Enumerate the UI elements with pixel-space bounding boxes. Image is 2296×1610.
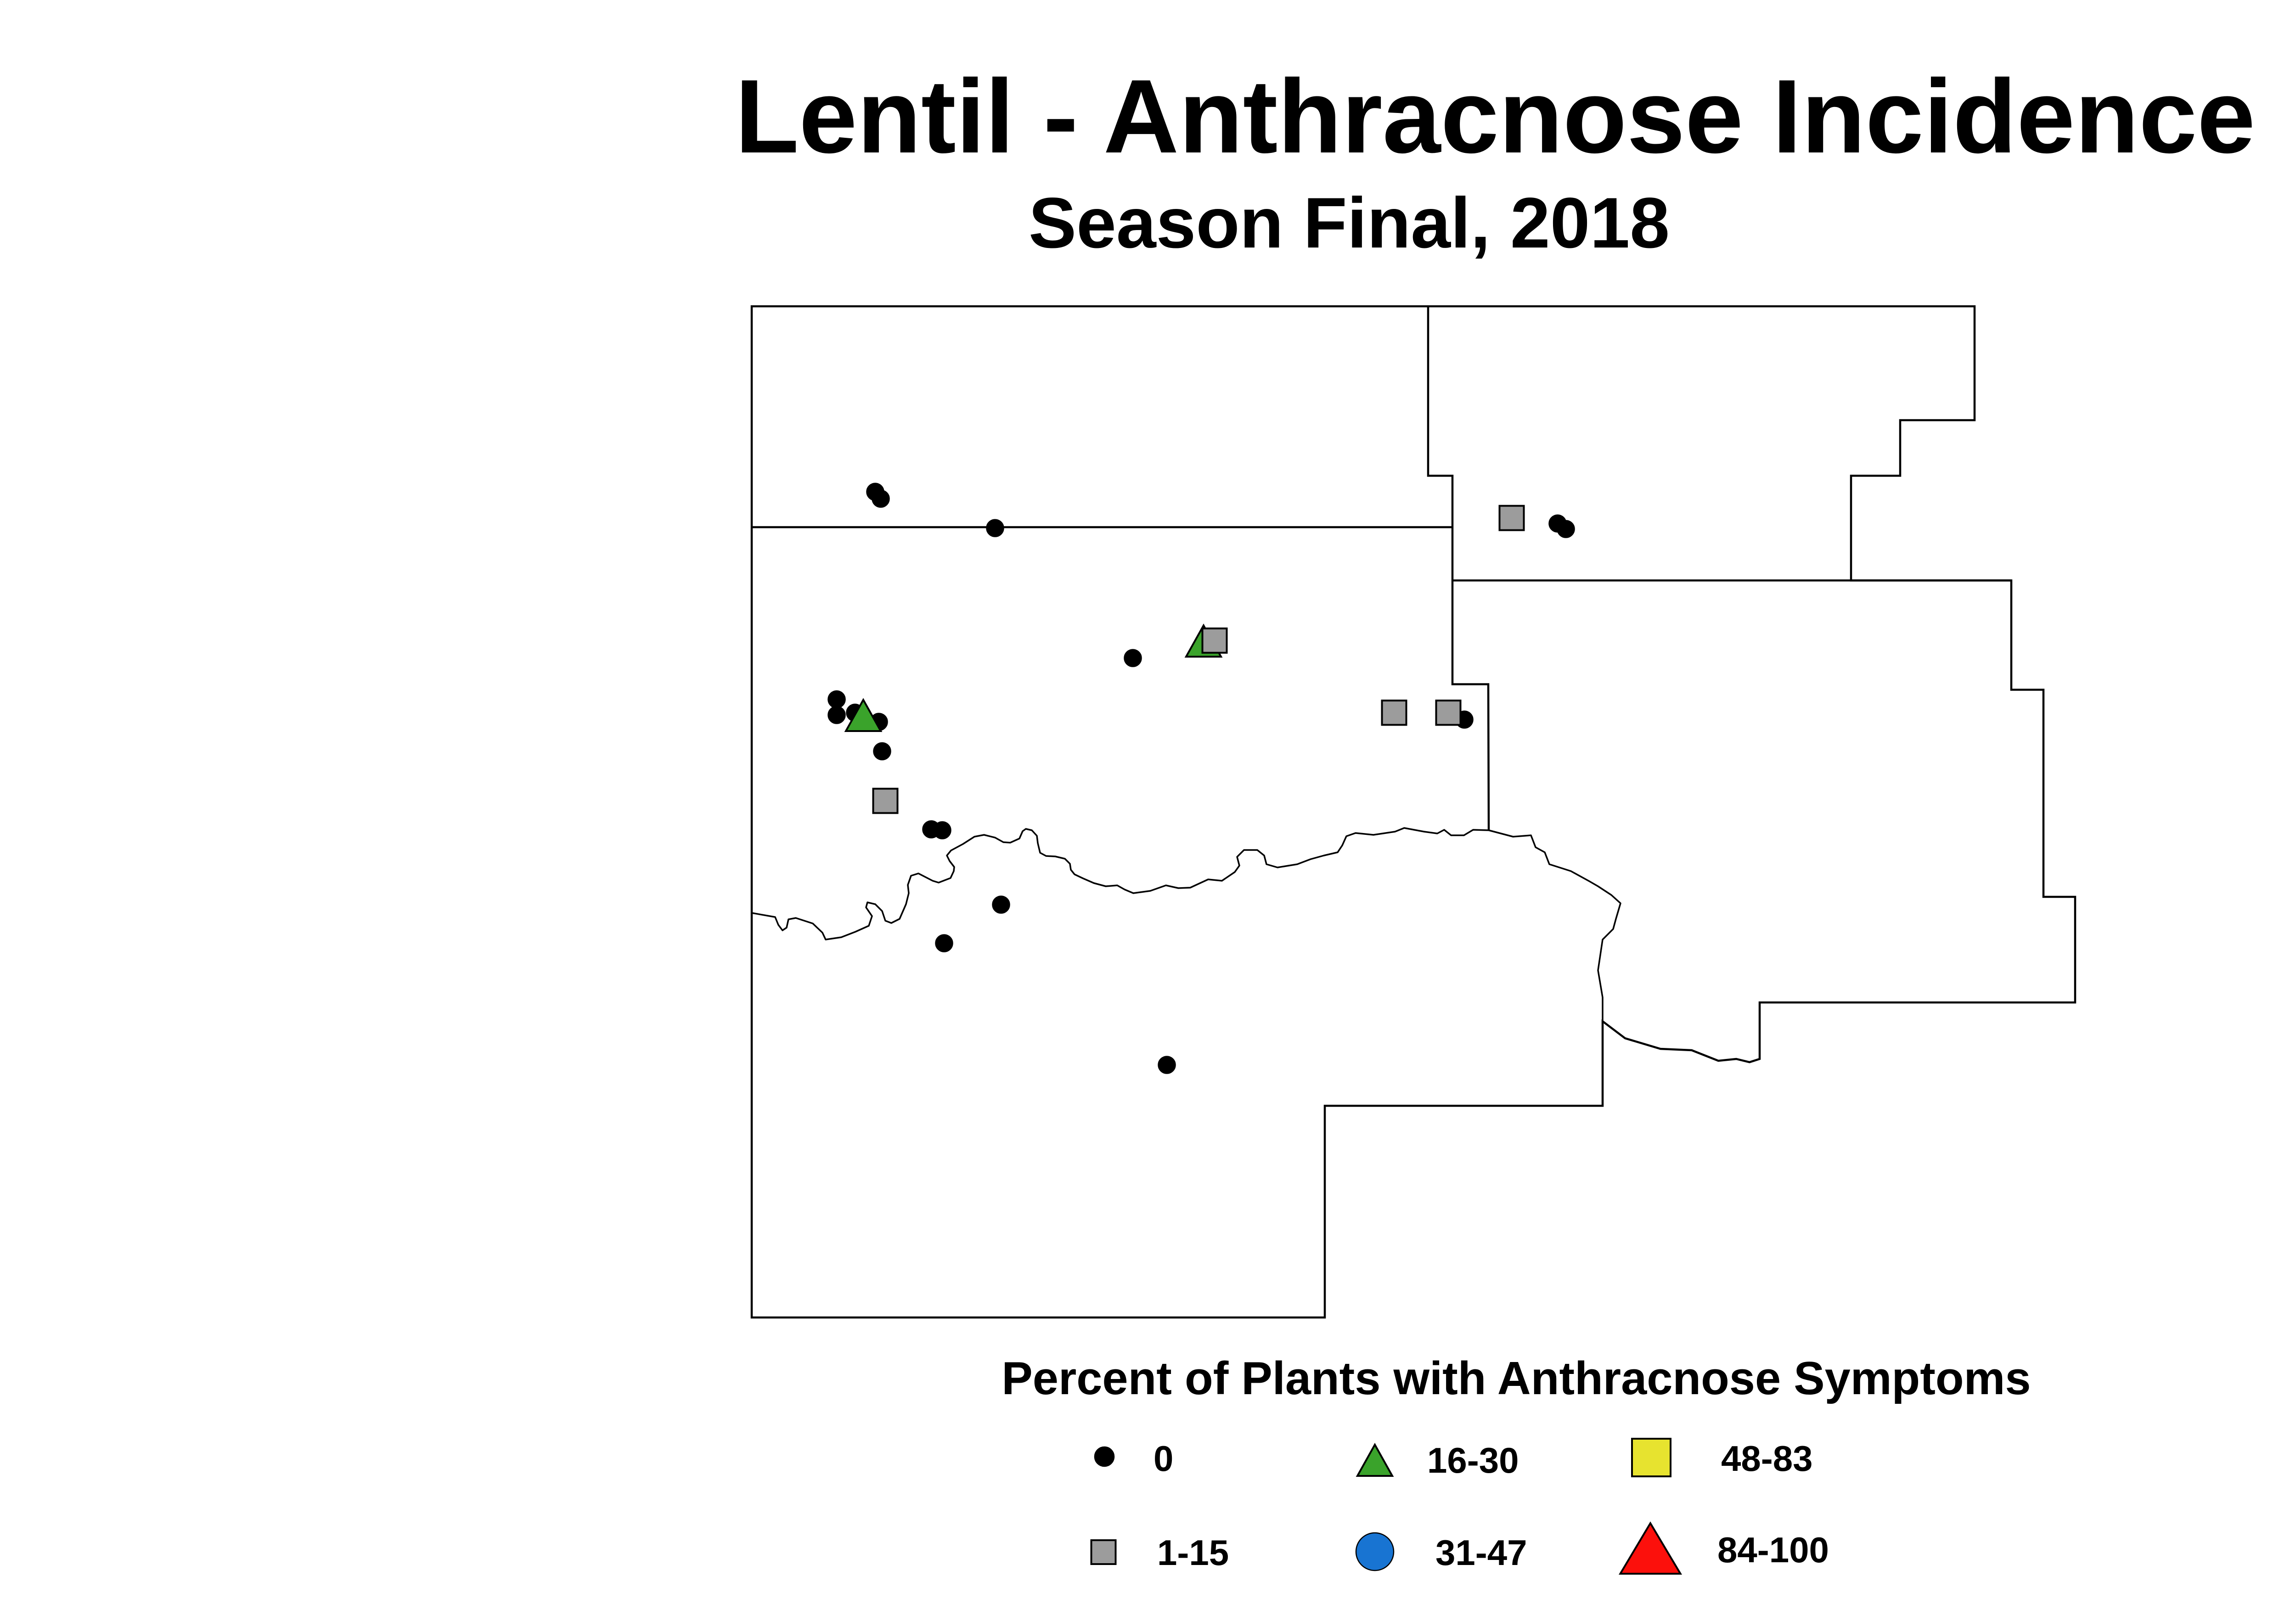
legend-marker-triangle-icon xyxy=(1618,1521,1683,1575)
legend-marker-dot-icon xyxy=(1094,1446,1115,1467)
map-marker-dot xyxy=(827,706,846,724)
county-outline xyxy=(750,305,2077,1319)
legend-marker-triangle-icon xyxy=(1356,1442,1394,1477)
legend-marker-square-icon xyxy=(1090,1539,1117,1565)
legend-label-48-83: 48-83 xyxy=(1721,1438,1813,1479)
map-marker-dot xyxy=(873,742,891,760)
legend-marker-circle-icon xyxy=(1355,1532,1395,1571)
map-marker-dot xyxy=(933,821,951,839)
map-marker-dot xyxy=(992,895,1010,914)
map-marker-dot xyxy=(872,490,890,508)
legend-marker-square-icon xyxy=(1631,1438,1671,1477)
map-marker-square xyxy=(872,788,899,814)
legend-label-1-15: 1-15 xyxy=(1157,1532,1229,1573)
legend-label-31-47: 31-47 xyxy=(1435,1532,1527,1573)
map-marker-dot xyxy=(935,934,953,952)
legend-title: Percent of Plants with Anthracnose Sympt… xyxy=(1002,1353,2031,1404)
legend-label-0: 0 xyxy=(1154,1438,1174,1479)
river-boundary xyxy=(751,827,1760,1063)
map-marker-dot xyxy=(1158,1056,1176,1074)
map-marker-square xyxy=(1498,505,1525,531)
chart-title: Lentil - Anthracnose Incidence xyxy=(735,58,2256,175)
map-marker-triangle xyxy=(844,698,883,732)
map-marker-dot xyxy=(1557,520,1575,538)
map-marker-square xyxy=(1435,699,1462,726)
map-marker-dot xyxy=(1124,649,1142,667)
map-marker-dot xyxy=(986,519,1004,537)
legend-label-84-100: 84-100 xyxy=(1717,1530,1829,1570)
map-marker-square xyxy=(1201,627,1228,654)
map-marker-dot xyxy=(827,690,846,709)
map-marker-square xyxy=(1381,699,1407,726)
legend-label-16-30: 16-30 xyxy=(1427,1440,1519,1481)
chart-subtitle: Season Final, 2018 xyxy=(1029,183,1670,263)
